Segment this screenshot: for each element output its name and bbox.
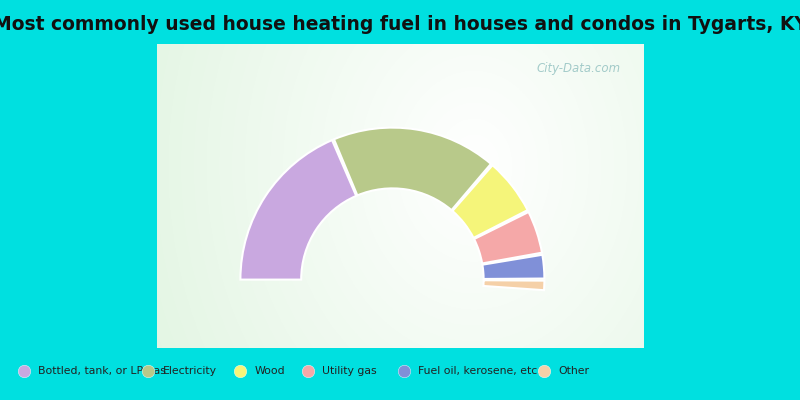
Wedge shape (334, 128, 491, 210)
Text: Most commonly used house heating fuel in houses and condos in Tygarts, KY: Most commonly used house heating fuel in… (0, 14, 800, 34)
Text: Fuel oil, kerosene, etc.: Fuel oil, kerosene, etc. (418, 366, 541, 376)
Wedge shape (483, 280, 544, 290)
Wedge shape (453, 165, 527, 238)
Wedge shape (482, 255, 544, 279)
Text: City-Data.com: City-Data.com (536, 62, 621, 75)
Text: Other: Other (558, 366, 590, 376)
Text: Bottled, tank, or LP gas: Bottled, tank, or LP gas (38, 366, 166, 376)
Text: Wood: Wood (254, 366, 285, 376)
Wedge shape (474, 212, 542, 264)
Text: Utility gas: Utility gas (322, 366, 377, 376)
Text: Electricity: Electricity (162, 366, 216, 376)
Wedge shape (240, 140, 356, 280)
